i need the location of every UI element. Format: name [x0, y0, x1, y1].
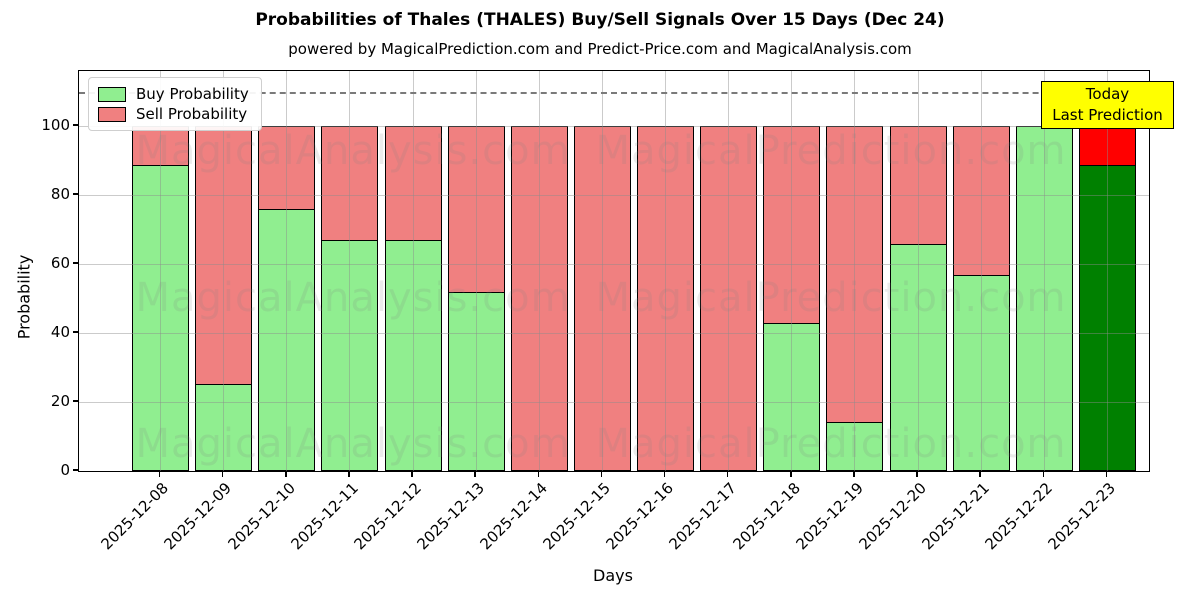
- legend-item-buy: Buy Probability: [98, 84, 249, 104]
- chart-subtitle: powered by MagicalPrediction.com and Pre…: [288, 40, 912, 58]
- y-tick-mark: [73, 469, 78, 471]
- bar-buy-segment: [1079, 164, 1135, 470]
- x-tick-label: 2025-12-22: [981, 479, 1057, 554]
- legend-label-buy: Buy Probability: [136, 85, 249, 103]
- today-annotation-line2: Last Prediction: [1052, 106, 1163, 124]
- x-tick-mark: [726, 471, 729, 477]
- today-annotation-line1: Today: [1085, 85, 1130, 103]
- bar-buy-segment: [764, 322, 820, 470]
- bar-buy-segment: [890, 243, 946, 470]
- bar-buy-segment: [322, 240, 378, 470]
- x-tick-label: 2025-12-15: [539, 479, 615, 554]
- x-axis-label: Days: [593, 566, 633, 585]
- x-tick-mark: [348, 471, 350, 477]
- x-tick-label: 2025-12-21: [918, 479, 993, 554]
- bar: [321, 126, 379, 471]
- bar-buy-segment: [259, 209, 315, 470]
- y-tick-label: 0: [60, 461, 70, 479]
- x-tick-mark: [1105, 471, 1108, 477]
- x-tick-label: 2025-12-17: [666, 479, 741, 554]
- legend: Buy Probability Sell Probability: [88, 77, 262, 131]
- bar: [195, 126, 253, 471]
- chart-title: Probabilities of Thales (THALES) Buy/Sel…: [255, 10, 945, 30]
- x-tick-mark: [474, 471, 476, 477]
- bar-buy-segment: [385, 240, 441, 470]
- bars-layer: [79, 71, 1149, 471]
- x-tick-mark: [411, 471, 413, 477]
- bar-buy-segment: [448, 291, 504, 470]
- today-annotation: Today Last Prediction: [1041, 81, 1174, 129]
- threshold-dashed-line: [79, 91, 1149, 94]
- buy-swatch-icon: [98, 86, 126, 102]
- x-tick-mark: [979, 471, 981, 477]
- sell-swatch-icon: [98, 106, 126, 122]
- bar: [952, 126, 1010, 471]
- bar: [826, 126, 884, 471]
- bar-buy-segment: [196, 384, 252, 470]
- bar: [1078, 126, 1136, 471]
- y-tick-label: 80: [50, 185, 70, 203]
- x-tick-mark: [158, 471, 161, 477]
- x-tick-label: 2025-12-18: [729, 479, 804, 554]
- bar: [132, 126, 189, 471]
- bar: [637, 126, 695, 471]
- bar: [763, 126, 821, 471]
- x-tick-label: 2025-12-08: [97, 479, 173, 554]
- x-tick-label: 2025-12-10: [224, 479, 299, 554]
- x-tick-label: 2025-12-20: [855, 479, 930, 554]
- bar-buy-segment: [133, 164, 188, 470]
- bar: [384, 126, 442, 471]
- x-tick-mark: [916, 471, 918, 477]
- x-tick-label: 2025-12-12: [350, 479, 425, 554]
- y-tick-mark: [73, 193, 78, 195]
- x-tick-label: 2025-12-11: [287, 479, 362, 554]
- legend-label-sell: Sell Probability: [136, 105, 248, 123]
- y-tick-label: 60: [50, 254, 70, 272]
- bar: [447, 126, 505, 471]
- x-tick-label: 2025-12-23: [1044, 479, 1120, 554]
- x-tick-mark: [600, 471, 603, 477]
- legend-item-sell: Sell Probability: [98, 104, 249, 124]
- x-tick-mark: [285, 471, 287, 477]
- bar-buy-segment: [827, 421, 883, 470]
- bar-buy-segment: [953, 274, 1009, 470]
- x-tick-mark: [790, 471, 792, 477]
- x-tick-mark: [537, 471, 540, 477]
- x-tick-label: 2025-12-09: [160, 479, 236, 554]
- x-tick-label: 2025-12-14: [476, 479, 552, 554]
- bar: [889, 126, 947, 471]
- bar: [258, 126, 316, 471]
- x-tick-mark: [1042, 471, 1045, 477]
- x-tick-mark: [853, 471, 855, 477]
- x-tick-mark: [663, 471, 666, 477]
- y-tick-label: 40: [50, 323, 70, 341]
- y-tick-label: 20: [50, 392, 70, 410]
- x-tick-label: 2025-12-19: [792, 479, 867, 554]
- y-tick-mark: [73, 124, 78, 126]
- bar: [573, 126, 631, 471]
- bar: [700, 126, 758, 471]
- bar: [1015, 126, 1073, 471]
- y-tick-mark: [73, 400, 78, 402]
- y-tick-label: 100: [41, 116, 70, 134]
- x-tick-mark: [221, 471, 224, 477]
- y-tick-mark: [73, 331, 78, 333]
- y-tick-mark: [73, 262, 78, 264]
- bar: [510, 126, 568, 471]
- x-tick-label: 2025-12-13: [413, 479, 488, 554]
